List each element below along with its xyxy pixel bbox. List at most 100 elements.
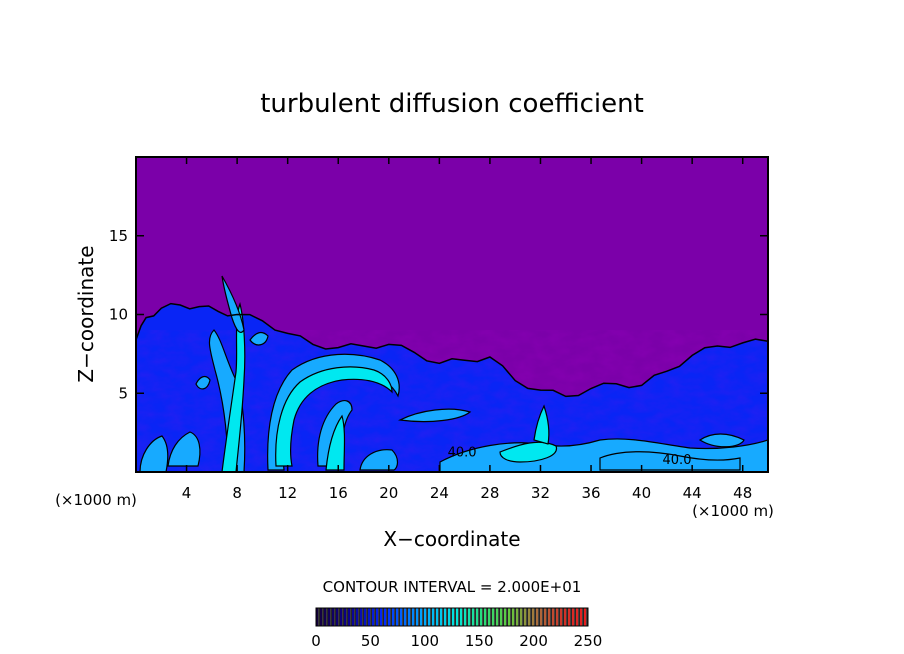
colorbar-gap — [438, 608, 440, 626]
colorbar-band — [452, 608, 455, 626]
colorbar-band — [368, 608, 371, 626]
colorbar-band — [516, 608, 519, 626]
colorbar-gap — [350, 608, 352, 626]
chart-title: turbulent diffusion coefficient — [260, 89, 644, 119]
colorbar-band — [560, 608, 563, 626]
colorbar-gap — [366, 608, 368, 626]
colorbar-band — [564, 608, 567, 626]
colorbar-band — [348, 608, 351, 626]
colorbar-gap — [562, 608, 564, 626]
colorbar-gap — [482, 608, 484, 626]
colorbar-band — [576, 608, 579, 626]
colorbar-gap — [322, 608, 324, 626]
colorbar-gap — [486, 608, 488, 626]
x-tick-label: 36 — [581, 484, 600, 502]
colorbar-gap — [358, 608, 360, 626]
y-tick-label: 10 — [109, 306, 128, 324]
colorbar-band — [480, 608, 483, 626]
colorbar-gap — [470, 608, 472, 626]
x-unit-right: (×1000 m) — [692, 502, 774, 520]
eddy-region — [249, 331, 269, 346]
colorbar-gap — [330, 608, 332, 626]
colorbar-gap — [554, 608, 556, 626]
eddy-region — [533, 404, 550, 445]
colorbar-band — [440, 608, 443, 626]
colorbar-band — [492, 608, 495, 626]
colorbar-gap — [334, 608, 336, 626]
colorbar-band — [416, 608, 419, 626]
colorbar-band — [360, 608, 363, 626]
colorbar-band — [500, 608, 503, 626]
colorbar-gap — [418, 608, 420, 626]
colorbar-gap — [478, 608, 480, 626]
eddy-region — [359, 449, 399, 471]
colorbar-band — [356, 608, 359, 626]
x-tick-label: 32 — [531, 484, 550, 502]
x-unit-left: (×1000 m) — [55, 491, 137, 509]
eddy-region — [325, 414, 346, 471]
x-tick-label: 24 — [430, 484, 449, 502]
colorbar-band — [388, 608, 391, 626]
colorbar-gap — [338, 608, 340, 626]
colorbar-band — [332, 608, 335, 626]
colorbar-band — [520, 608, 523, 626]
eddy-region — [397, 408, 472, 423]
eddy-region — [698, 433, 745, 448]
colorbar-band — [344, 608, 347, 626]
colorbar-band — [396, 608, 399, 626]
colorbar-band — [536, 608, 539, 626]
colorbar-gap — [546, 608, 548, 626]
colorbar-gap — [526, 608, 528, 626]
colorbar-gap — [414, 608, 416, 626]
colorbar-tick-label: 50 — [361, 632, 380, 650]
colorbar-gap — [538, 608, 540, 626]
colorbar-gap — [454, 608, 456, 626]
colorbar-gap — [522, 608, 524, 626]
y-tick-label: 5 — [118, 384, 128, 402]
contour-label: 40.0 — [663, 453, 692, 468]
contour-label: 40.0 — [448, 445, 477, 460]
eddy-structures — [139, 275, 768, 472]
colorbar-tick-label: 0 — [311, 632, 321, 650]
colorbar-band — [444, 608, 447, 626]
colorbar-band — [400, 608, 403, 626]
colorbar-gap — [550, 608, 552, 626]
colorbar-band — [328, 608, 331, 626]
colorbar-band — [424, 608, 427, 626]
colorbar-band — [436, 608, 439, 626]
colorbar-band — [404, 608, 407, 626]
colorbar-gap — [558, 608, 560, 626]
x-axis-ticks: 4 8 12 16 20 24 28 32 36 40 44 48 — [182, 157, 752, 502]
colorbar-band — [460, 608, 463, 626]
layer-top-contour — [136, 302, 768, 398]
colorbar-band — [408, 608, 411, 626]
colorbar-band — [484, 608, 487, 626]
eddy-region — [599, 451, 741, 471]
contour-interval-text: CONTOUR INTERVAL = 2.000E+01 — [323, 578, 582, 596]
colorbar-frame — [315, 607, 589, 627]
colorbar-band — [464, 608, 467, 626]
colorbar-gap — [318, 608, 320, 626]
colorbar-gap — [450, 608, 452, 626]
colorbar-band — [496, 608, 499, 626]
colorbar-gap — [498, 608, 500, 626]
colorbar-gap — [394, 608, 396, 626]
x-axis-title: X−coordinate — [383, 527, 520, 551]
colorbar-gap — [466, 608, 468, 626]
colorbar-band — [376, 608, 379, 626]
colorbar-band — [532, 608, 535, 626]
colorbar-band — [432, 608, 435, 626]
eddy-region — [139, 435, 169, 472]
colorbar-gap — [494, 608, 496, 626]
colorbar-tick-label: 100 — [410, 632, 439, 650]
colorbar-gap — [390, 608, 392, 626]
colorbar-band — [528, 608, 531, 626]
eddy-region — [167, 431, 201, 467]
colorbar-band — [488, 608, 491, 626]
colorbar-band — [584, 608, 587, 626]
colorbar-gap — [586, 608, 588, 626]
colorbar-band — [392, 608, 395, 626]
colorbar-band — [540, 608, 543, 626]
colorbar-gap — [574, 608, 576, 626]
